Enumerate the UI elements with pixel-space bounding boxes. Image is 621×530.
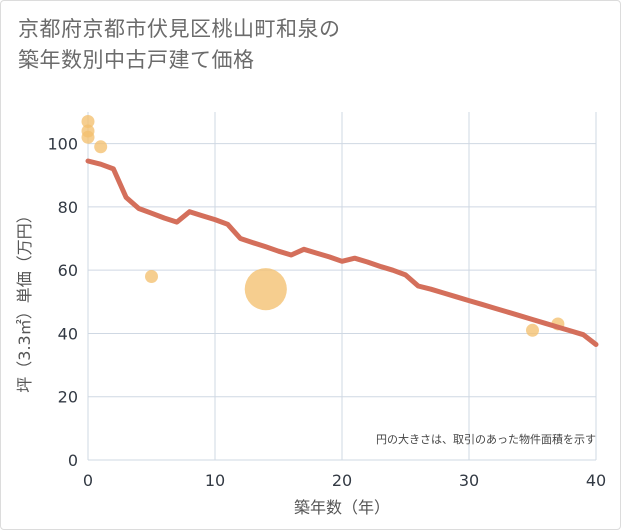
transaction-bubble <box>526 323 539 337</box>
trend-line <box>85 158 599 347</box>
x-tick-label: 40 <box>586 471 606 490</box>
size-legend-note: 円の大きさは、取引のあった物件面積を示す <box>376 432 596 446</box>
chart-title-line-2: 築年数別中古戸建て価格 <box>18 48 255 72</box>
chart-title-line-1: 京都府京都市伏見区桃山町和泉の <box>18 17 341 41</box>
transaction-bubble <box>81 114 95 128</box>
transaction-bubble <box>81 130 95 144</box>
y-tick-label: 60 <box>58 261 78 280</box>
y-tick-label: 20 <box>58 388 78 407</box>
y-tick-label: 100 <box>47 135 78 154</box>
y-tick-label: 40 <box>58 324 78 343</box>
transaction-bubble <box>145 270 158 284</box>
x-tick-label: 20 <box>332 471 352 490</box>
transaction-bubble <box>94 140 108 154</box>
x-tick-label: 10 <box>205 471 225 490</box>
y-axis-label: 坪（3.3㎡）単価（万円） <box>15 207 34 392</box>
transaction-bubble <box>244 268 287 311</box>
x-tick-label: 0 <box>83 471 93 490</box>
x-tick-label: 30 <box>459 471 479 490</box>
chart-title: 京都府京都市伏見区桃山町和泉の 築年数別中古戸建て価格 <box>18 14 598 76</box>
x-axis-label: 築年数（年） <box>294 498 390 517</box>
y-tick-label: 80 <box>58 198 78 217</box>
y-tick-label: 0 <box>68 451 78 470</box>
